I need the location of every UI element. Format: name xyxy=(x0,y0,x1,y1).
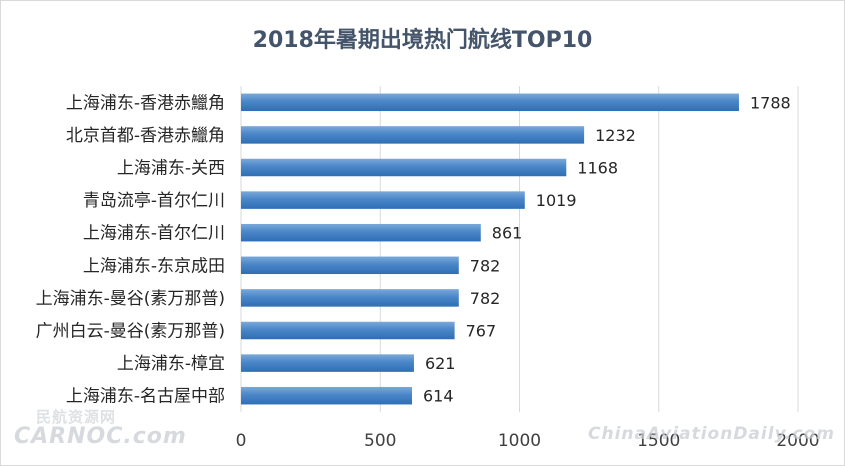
bar xyxy=(241,223,481,242)
data-label: 782 xyxy=(470,256,501,275)
data-label: 621 xyxy=(425,354,456,373)
x-tick-label: 2000 xyxy=(776,431,819,451)
x-tick-label: 1500 xyxy=(637,431,680,451)
category-label: 广州白云-曼谷(素万那普) xyxy=(36,322,225,342)
watermark-carnoc: CARNOC.com xyxy=(14,424,187,449)
category-label: 上海浦东-首尔仁川 xyxy=(83,224,225,244)
category-label: 上海浦东-香港赤鱲角 xyxy=(66,93,225,113)
x-tick-label: 500 xyxy=(364,431,396,451)
data-label: 1232 xyxy=(595,126,636,145)
chart-title: 2018年暑期出境热门航线TOP10 xyxy=(252,28,593,53)
x-tick-labels: 0 500 1000 1500 2000 xyxy=(236,431,820,451)
bar xyxy=(241,289,459,307)
bar xyxy=(241,126,585,144)
x-tick-label: 0 xyxy=(236,431,247,451)
category-label: 上海浦东-东京成田 xyxy=(83,256,225,276)
data-label: 861 xyxy=(492,224,523,243)
bar xyxy=(241,354,414,372)
category-label: 青岛流亭-首尔仁川 xyxy=(83,191,225,211)
bar xyxy=(241,191,525,209)
data-label: 1168 xyxy=(577,159,618,178)
category-label: 北京首都-香港赤鱲角 xyxy=(66,126,225,146)
bar xyxy=(241,321,455,340)
category-labels: 上海浦东-香港赤鱲角北京首都-香港赤鱲角上海浦东-关西青岛流亭-首尔仁川上海浦东… xyxy=(36,93,225,406)
data-label: 767 xyxy=(466,322,497,341)
bar xyxy=(241,386,412,405)
data-label: 1019 xyxy=(536,191,577,210)
bar xyxy=(241,158,567,177)
data-label: 1788 xyxy=(750,93,791,112)
category-label: 上海浦东-名古屋中部 xyxy=(66,387,225,407)
bar xyxy=(241,93,739,112)
watermark-carnoc-cn: 民航资源网 xyxy=(36,408,117,426)
data-label: 782 xyxy=(470,289,501,308)
category-label: 上海浦东-樟宜 xyxy=(117,354,225,374)
data-label: 614 xyxy=(423,387,454,406)
bar xyxy=(241,256,459,275)
bars xyxy=(241,93,739,405)
x-tick-label: 1000 xyxy=(498,431,541,451)
watermark-chinaaviationdaily: ChinaAviationDaily.com xyxy=(588,424,836,444)
category-label: 上海浦东-曼谷(素万那普) xyxy=(36,289,225,309)
category-label: 上海浦东-关西 xyxy=(117,159,225,179)
